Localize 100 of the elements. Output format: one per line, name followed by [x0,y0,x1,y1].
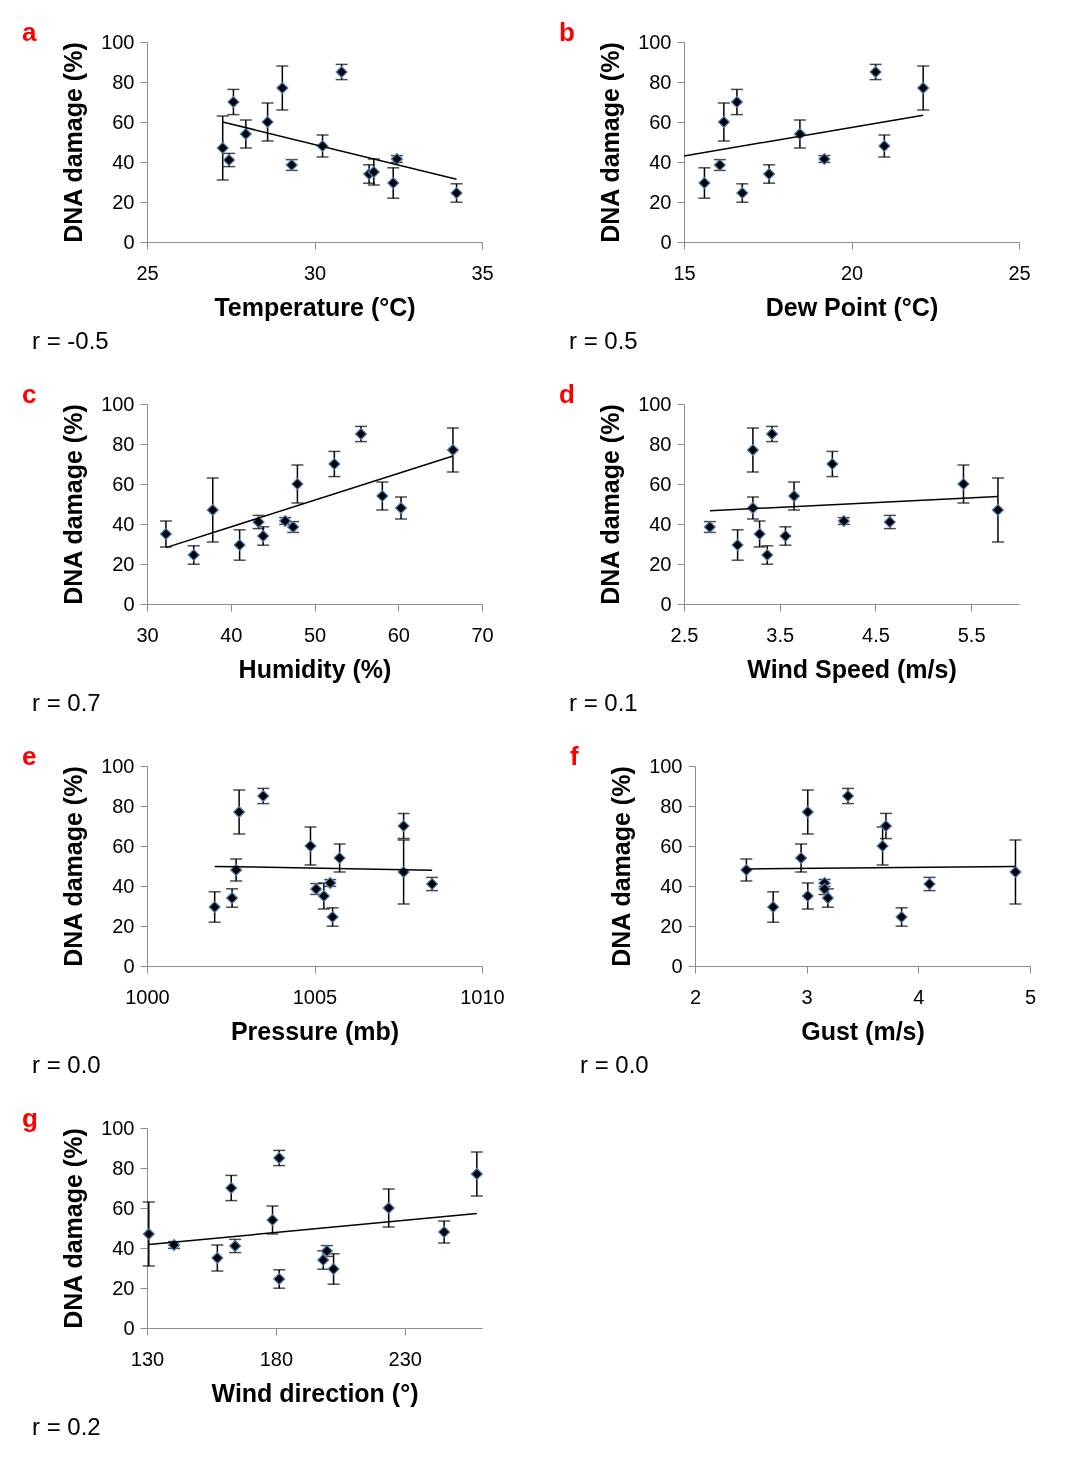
y-tick-label: 100 [649,754,683,777]
x-tick-label: 4.5 [862,623,890,646]
y-axis-title: DNA damage (%) [596,404,625,605]
point [753,527,766,541]
x-tick-label: 2.5 [670,623,699,646]
point [206,503,219,517]
y-tick-label: 40 [112,512,135,535]
x-axis-title: Humidity (%) [238,654,392,683]
x-tick-label: 20 [840,261,864,284]
x-tick-label: 60 [387,623,410,646]
y-tick-label: 20 [112,1276,135,1299]
y-tick-label: 0 [123,592,135,615]
x-tick-label: 70 [471,623,494,646]
point [438,1225,451,1239]
point [317,889,330,903]
point [387,176,400,190]
point [795,851,808,865]
y-tick-label: 20 [649,552,672,575]
x-tick-label: 1010 [460,985,505,1008]
text: r = 0.7 [32,689,101,716]
point [879,819,893,833]
y-tick-label: 0 [660,592,672,615]
y-tick-label: 100 [101,392,135,415]
x-tick-label: 40 [220,623,243,646]
y-tick-label: 60 [649,110,672,133]
y-tick-label: 100 [638,30,672,53]
y-tick-label: 60 [112,1196,135,1219]
x-axis-title: Dew Point (°C) [765,292,939,321]
x-axis-title: Wind direction (°) [211,1378,419,1407]
x-tick-label: 25 [1008,261,1031,284]
x-tick-label: 30 [136,623,159,646]
y-tick-label: 40 [660,874,683,897]
y-tick-label: 20 [112,914,135,937]
point [159,527,172,541]
x-tick-label: 230 [388,1347,422,1370]
chart-title: a [22,17,37,47]
y-tick-label: 20 [112,190,135,213]
point [826,457,839,471]
y-tick-label: 60 [112,834,135,857]
x-axis-title: Gust (m/s) [801,1016,925,1045]
point [394,501,408,515]
y-tick-label: 20 [649,190,672,213]
x-tick-label: 5 [1024,985,1037,1008]
x-tick-label: 35 [471,261,494,284]
point [876,839,889,853]
y-axis-title: DNA damage (%) [59,1128,88,1329]
point [793,127,806,141]
point [266,1213,279,1227]
text: r = 0.0 [32,1051,101,1078]
x-axis-title: Wind Speed (m/s) [747,654,957,683]
point [276,81,289,95]
point [470,1167,483,1181]
point [333,851,346,865]
x-tick-label: 3.5 [766,623,795,646]
y-tick-label: 60 [649,472,672,495]
y-axis-title: DNA damage (%) [596,42,625,243]
y-tick-label: 100 [101,754,135,777]
x-axis-title: Temperature (°C) [214,292,416,321]
y-tick-label: 80 [112,70,135,93]
y-tick-label: 40 [112,874,135,897]
point [717,115,730,129]
x-axis-title: Pressure (mb) [230,1016,400,1045]
point [225,1181,238,1195]
y-tick-label: 20 [112,552,135,575]
y-tick-label: 80 [660,794,683,817]
point [382,1201,395,1215]
point [233,538,246,552]
x-tick-label: 1005 [292,985,338,1008]
y-tick-label: 80 [112,794,135,817]
x-tick-label: 25 [136,261,159,284]
point [767,900,780,914]
point [1009,865,1022,879]
point [746,443,759,457]
point [878,139,891,153]
text: r = 0.5 [569,327,638,354]
x-tick-label: 130 [130,1347,165,1370]
point [233,805,246,819]
x-tick-label: 5.5 [957,623,986,646]
point [698,176,711,190]
y-tick-label: 0 [671,954,683,977]
point [397,819,410,833]
y-tick-label: 0 [123,1316,135,1339]
y-axis-title: DNA damage (%) [59,404,88,605]
point [211,1251,224,1265]
x-tick-label: 1000 [125,985,170,1008]
point [740,863,753,877]
text: r = 0.1 [569,689,638,716]
chart-title: g [22,1103,38,1133]
point [328,457,341,471]
point [801,889,814,903]
point [367,165,380,179]
y-tick-label: 80 [649,432,672,455]
point [227,95,240,109]
point [730,95,744,109]
text: r = 0.2 [32,1413,101,1440]
y-axis-title: DNA damage (%) [607,766,636,967]
y-tick-label: 80 [649,70,672,93]
point [397,865,410,879]
point [957,477,970,491]
x-tick-label: 4 [913,985,925,1008]
